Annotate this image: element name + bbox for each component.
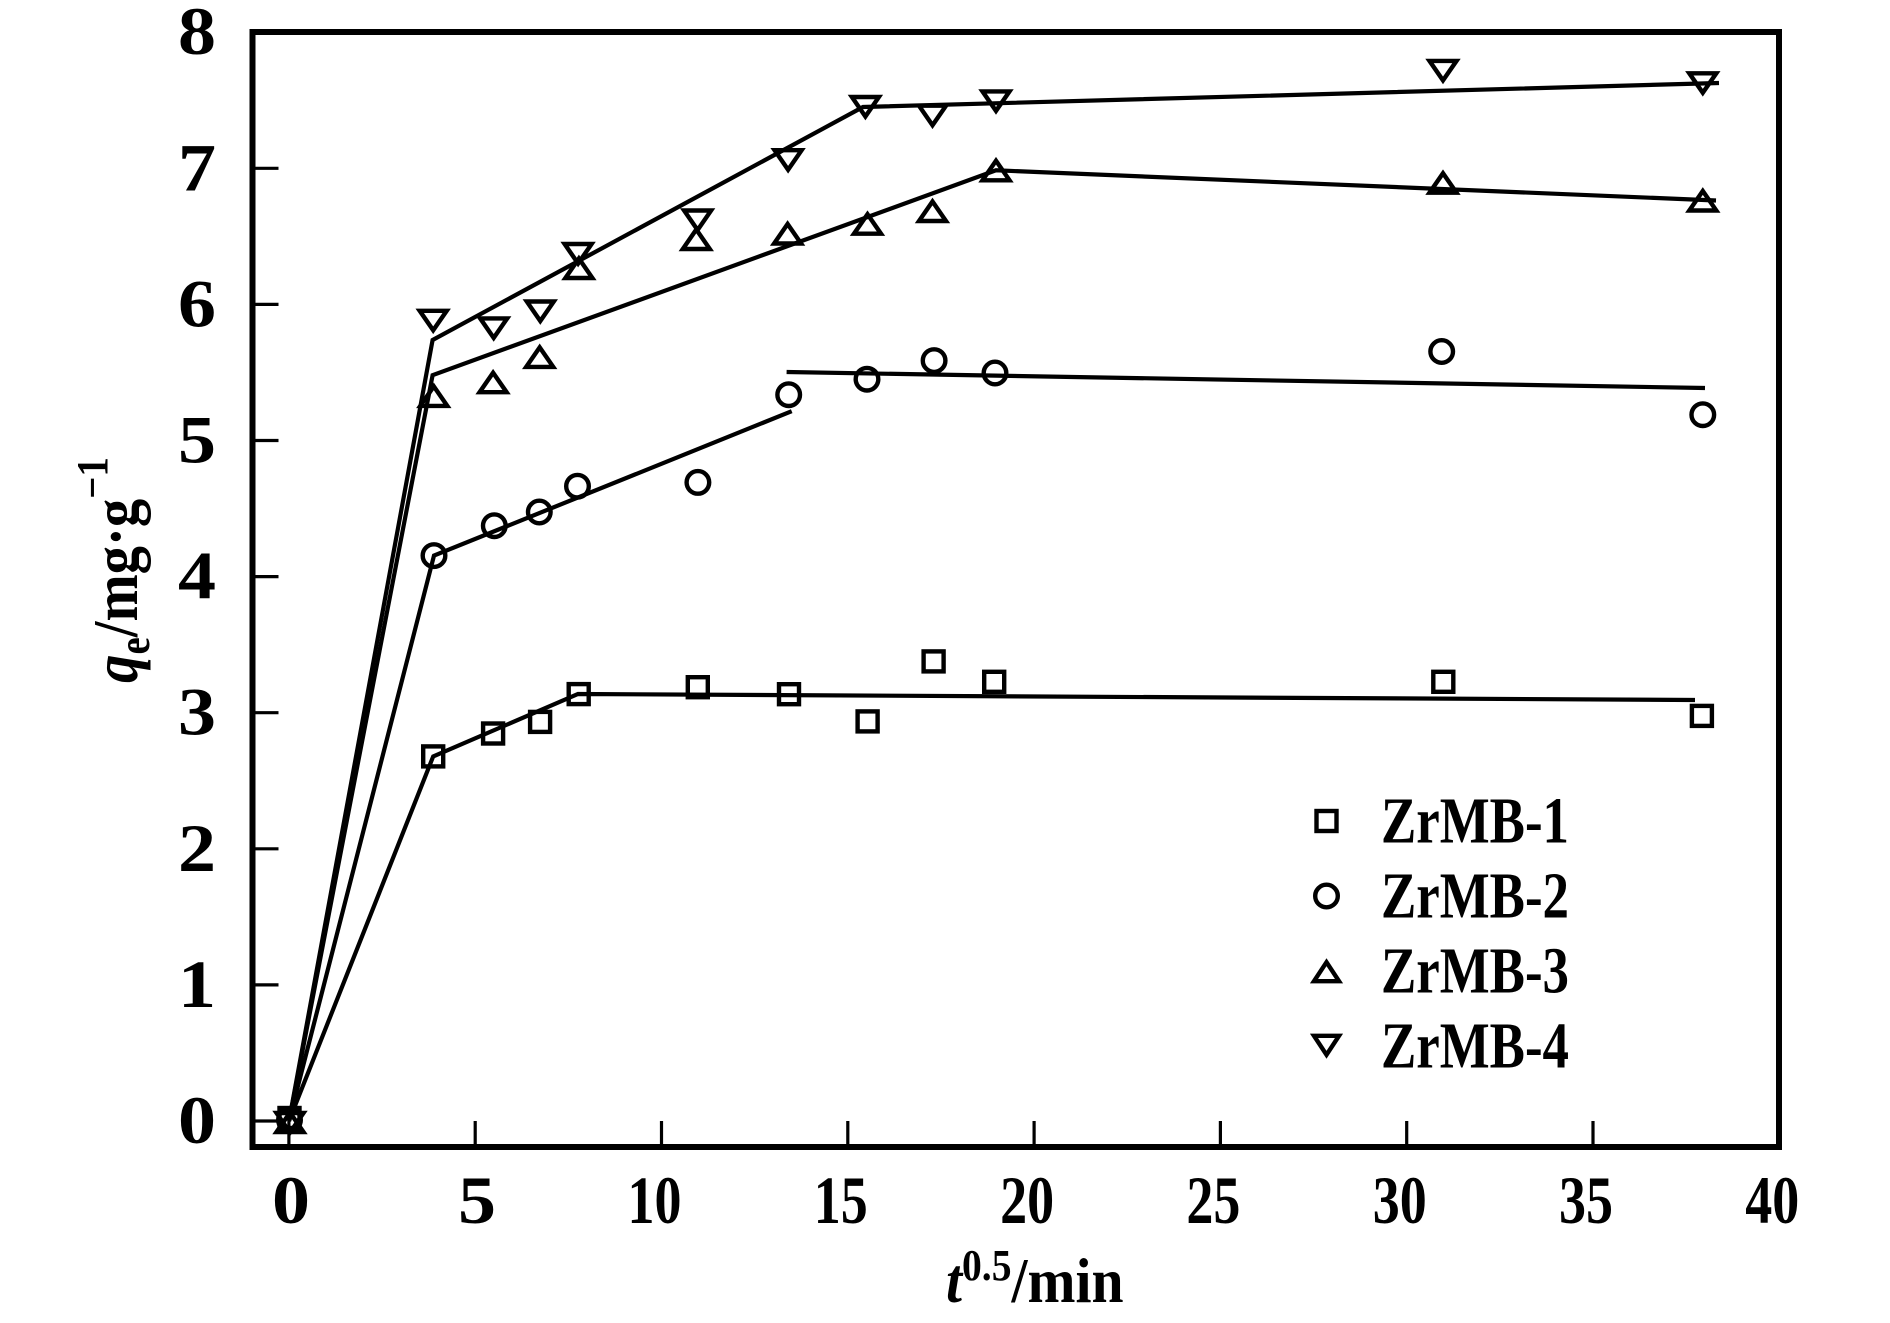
svg-text:ZrMB-4: ZrMB-4 <box>1381 1010 1569 1083</box>
svg-text:4: 4 <box>178 538 216 614</box>
svg-text:1: 1 <box>178 946 216 1022</box>
svg-text:35: 35 <box>1559 1162 1613 1238</box>
svg-text:ZrMB-1: ZrMB-1 <box>1381 785 1569 858</box>
svg-text:20: 20 <box>1000 1162 1054 1238</box>
svg-text:30: 30 <box>1373 1162 1427 1238</box>
svg-text:3: 3 <box>178 674 216 750</box>
svg-text:40: 40 <box>1745 1162 1799 1238</box>
svg-text:0: 0 <box>178 1082 216 1158</box>
svg-text:5: 5 <box>178 402 216 478</box>
svg-text:25: 25 <box>1186 1162 1240 1238</box>
svg-text:15: 15 <box>814 1162 868 1238</box>
svg-text:7: 7 <box>178 129 216 205</box>
svg-text:ZrMB-2: ZrMB-2 <box>1381 860 1569 933</box>
svg-text:2: 2 <box>178 810 216 886</box>
svg-text:6: 6 <box>178 265 216 341</box>
svg-text:qe/mg·g−1: qe/mg·g−1 <box>68 457 159 683</box>
svg-text:t0.5/min: t0.5/min <box>946 1242 1124 1317</box>
svg-text:0: 0 <box>272 1162 310 1238</box>
svg-text:8: 8 <box>178 0 216 69</box>
svg-text:10: 10 <box>628 1162 682 1238</box>
svg-text:ZrMB-3: ZrMB-3 <box>1381 935 1569 1008</box>
svg-text:5: 5 <box>458 1162 496 1238</box>
